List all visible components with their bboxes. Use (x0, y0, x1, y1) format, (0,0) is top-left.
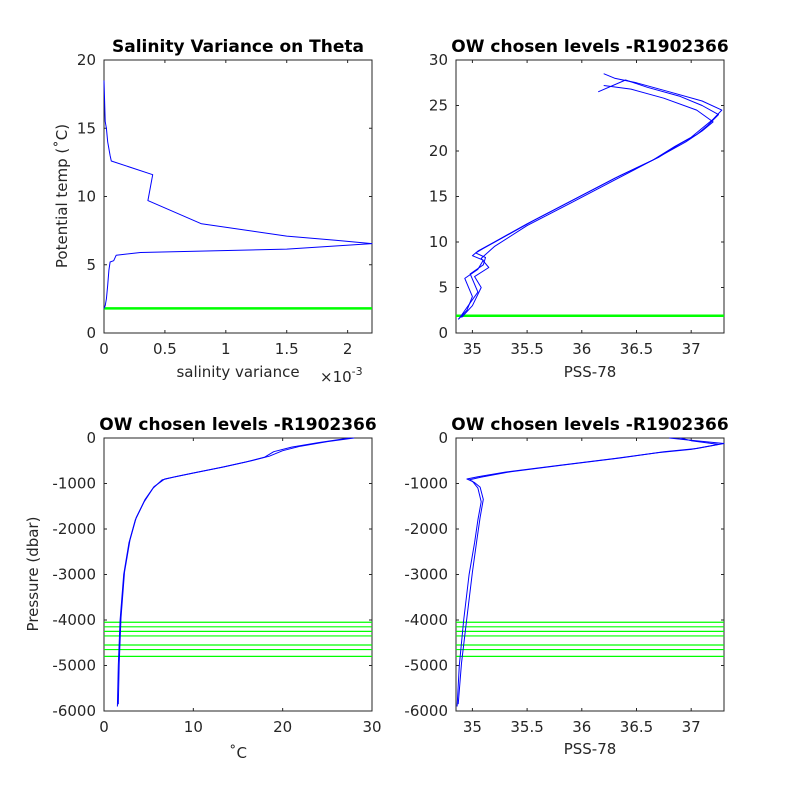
y-axis-label: Pressure (dbar) (24, 517, 42, 632)
y-tick-label: 0 (86, 429, 96, 447)
x-tick-label: 0 (99, 340, 109, 358)
y-tick-label: 10 (77, 188, 96, 206)
chart-marks: 35 35.5 36 36.5 37 -6000 -5000 -4000 -3000 -2000 -… (404, 429, 725, 736)
y-tick-label: 15 (77, 119, 96, 137)
x-tick-label: 37 (682, 718, 701, 736)
panel-salinity-variance: Salinity Variance on Theta salinity vari… (53, 37, 373, 386)
x-tick-label: 30 (362, 718, 381, 736)
series-line (457, 437, 725, 705)
y-axis-label: Potential temp (˚C) (53, 124, 71, 268)
y-tick-label: -6000 (52, 702, 96, 720)
y-tick-label: 25 (429, 97, 448, 115)
y-tick-label: -4000 (52, 611, 96, 629)
chart-title: OW chosen levels -R1902366 (451, 415, 728, 435)
y-tick-label: 0 (438, 429, 448, 447)
x-tick-label: 36.5 (620, 340, 653, 358)
x-tick-label: 20 (273, 718, 292, 736)
x-axis-label: ˚C (229, 744, 247, 762)
series-line (458, 79, 719, 319)
y-tick-label: 0 (438, 324, 448, 342)
plot-area (455, 437, 725, 712)
x-tick-label: 10 (184, 718, 203, 736)
panel-pressure-temperature: OW chosen levels -R1902366 ˚C Pressure (… (24, 415, 382, 762)
chart-title: OW chosen levels -R1902366 (99, 415, 376, 435)
plot-area (455, 59, 725, 334)
x-tick-label: 36 (572, 340, 591, 358)
x-exponent-power: -3 (352, 365, 363, 378)
chart-title: Salinity Variance on Theta (112, 37, 364, 57)
x-tick-label: 35.5 (510, 718, 543, 736)
panel-theta-salinity: OW chosen levels -R1902366 PSS-78 35 35.5… (429, 37, 729, 381)
chart-title: OW chosen levels -R1902366 (451, 37, 728, 57)
y-tick-label: -4000 (404, 611, 448, 629)
y-tick-label: -5000 (52, 657, 96, 675)
x-tick-label: 1 (221, 340, 231, 358)
x-axis-label: salinity variance (176, 363, 299, 381)
x-tick-label: 35 (463, 718, 482, 736)
series-line (103, 80, 373, 309)
x-axis-label: PSS-78 (564, 740, 617, 758)
y-tick-label: 10 (429, 233, 448, 251)
y-tick-label: 20 (77, 51, 96, 69)
y-tick-label: 20 (429, 142, 448, 160)
plot-area (103, 437, 373, 712)
y-tick-label: 30 (429, 51, 448, 69)
y-tick-label: -3000 (52, 566, 96, 584)
y-tick-label: -2000 (404, 520, 448, 538)
series-line (461, 85, 714, 318)
x-tick-label: 1.5 (275, 340, 299, 358)
y-tick-label: -1000 (52, 475, 96, 493)
y-tick-label: -6000 (404, 702, 448, 720)
x-tick-label: 36 (572, 718, 591, 736)
y-tick-label: -5000 (404, 657, 448, 675)
x-exponent-base: ×10 (320, 368, 352, 386)
x-tick-label: 0 (99, 718, 109, 736)
x-tick-label: 0.5 (153, 340, 177, 358)
chart-marks: 35 35.5 36 36.5 37 0 5 10 15 20 25 30 (429, 51, 724, 358)
y-tick-label: -2000 (52, 520, 96, 538)
x-tick-label: 37 (682, 340, 701, 358)
panel-pressure-salinity: OW chosen levels -R1902366 PSS-78 35 35.5… (404, 415, 728, 758)
x-tick-label: 2 (343, 340, 353, 358)
x-axis-label: PSS-78 (564, 363, 617, 381)
x-exponent: ×10-3 (320, 365, 363, 386)
series-line (117, 437, 355, 705)
y-tick-label: 0 (86, 324, 96, 342)
y-tick-label: -1000 (404, 475, 448, 493)
y-tick-label: -3000 (404, 566, 448, 584)
x-tick-label: 35.5 (510, 340, 543, 358)
chart-marks: 0 10 20 30 -6000 -5000 -4000 -3000 -2000 -1000 0 (52, 429, 381, 736)
y-tick-label: 5 (438, 279, 448, 297)
y-tick-label: 15 (429, 188, 448, 206)
x-tick-label: 35 (463, 340, 482, 358)
y-tick-label: 5 (86, 256, 96, 274)
plot-area (103, 59, 373, 334)
x-tick-label: 36.5 (620, 718, 653, 736)
